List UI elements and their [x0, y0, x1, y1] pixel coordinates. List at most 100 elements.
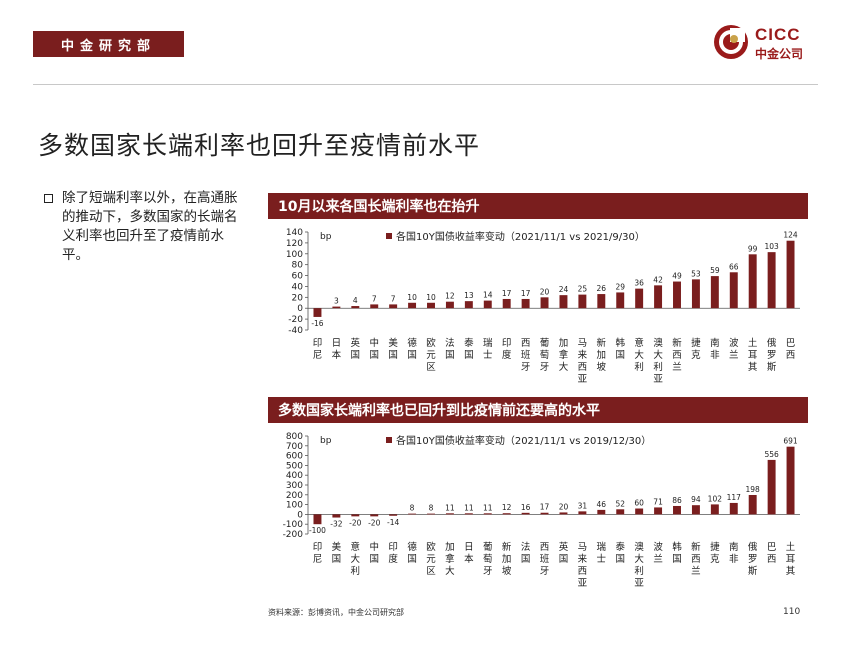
- data-label: -16: [311, 319, 323, 328]
- x-category-label: 德国: [407, 337, 417, 361]
- x-category-label: 葡萄牙: [540, 337, 550, 373]
- bar-日本: [332, 306, 341, 309]
- data-label: 8: [410, 504, 415, 513]
- x-category-label: 意大利: [351, 541, 361, 577]
- bar-俄罗斯: [767, 252, 776, 309]
- bar-波兰: [654, 507, 663, 515]
- x-category-label: 欧元区: [426, 541, 436, 577]
- x-category-label: 马来西亚: [578, 542, 588, 589]
- y-tick-label: 0: [297, 510, 303, 520]
- x-category-label: 捷克: [710, 541, 720, 565]
- checkbox-bullet-icon: [44, 194, 53, 203]
- company-logo: CICC 中金公司: [713, 24, 823, 64]
- x-category-label: 德国: [407, 541, 417, 565]
- x-category-label: 法国: [521, 541, 531, 565]
- bar-新加坡: [502, 513, 511, 515]
- x-category-label: 马来西亚: [578, 338, 588, 385]
- bar-美国: [332, 514, 341, 518]
- bar-印度: [389, 514, 398, 516]
- y-tick-label: -40: [288, 326, 303, 336]
- data-label: -100: [309, 526, 326, 535]
- data-label: 59: [710, 266, 720, 275]
- bar-西班牙: [540, 512, 549, 515]
- bar-中国: [370, 514, 379, 517]
- bar-印尼: [313, 514, 322, 525]
- data-label: -20: [349, 518, 361, 527]
- legend-swatch: [386, 437, 392, 443]
- legend-label: 各国10Y国债收益率变动（2021/11/1 vs 2019/12/30）: [396, 434, 651, 447]
- y-tick-label: 20: [292, 293, 304, 303]
- bullet-text: 除了短端利率以外，在高通胀的推动下，多数国家的长端名义利率也回升至了疫情前水平。: [62, 190, 238, 263]
- bar-土耳其: [748, 254, 757, 309]
- data-label: 4: [353, 296, 358, 305]
- bar-加拿大: [445, 513, 454, 515]
- x-category-label: 波兰: [729, 337, 739, 361]
- x-category-label: 新加坡: [502, 541, 512, 577]
- data-label: 31: [578, 501, 588, 510]
- x-category-label: 波兰: [653, 541, 663, 565]
- x-category-label: 泰国: [464, 337, 474, 361]
- data-label: 42: [653, 275, 663, 284]
- bar-德国: [408, 302, 417, 309]
- x-category-label: 英国: [351, 337, 361, 361]
- legend-label: 各国10Y国债收益率变动（2021/11/1 vs 2021/9/30）: [396, 230, 645, 243]
- data-label: 36: [634, 279, 644, 288]
- data-label: 26: [597, 284, 607, 293]
- bar-新加坡: [597, 294, 606, 309]
- bar-捷克: [691, 279, 700, 309]
- bar-马来西亚: [578, 294, 587, 309]
- data-label: 17: [540, 503, 550, 512]
- bar-英国: [559, 512, 568, 515]
- bar-葡萄牙: [483, 513, 492, 515]
- data-label: 17: [521, 289, 531, 298]
- x-category-label: 法国: [445, 337, 455, 361]
- y-tick-label: 100: [286, 501, 303, 511]
- bar-中国: [370, 304, 379, 309]
- data-label: 11: [464, 503, 474, 512]
- data-label: 71: [653, 497, 663, 506]
- y-tick-label: 80: [292, 261, 304, 271]
- x-category-label: 泰国: [615, 541, 625, 565]
- data-label: 124: [783, 231, 798, 240]
- data-label: 46: [597, 500, 607, 509]
- y-tick-label: 140: [286, 228, 303, 238]
- data-label: 11: [445, 503, 455, 512]
- logo-text-cn: 中金公司: [755, 47, 804, 61]
- y-tick-label: 800: [286, 432, 303, 442]
- logo-text-en: CICC: [755, 25, 801, 44]
- bar-瑞士: [597, 509, 606, 515]
- x-category-label: 中国: [369, 541, 379, 565]
- data-label: 25: [578, 285, 588, 294]
- bar-澳大利亚: [654, 285, 663, 309]
- data-label: 86: [672, 496, 682, 505]
- x-category-label: 葡萄牙: [483, 541, 493, 577]
- x-category-label: 西班牙: [521, 338, 531, 373]
- section-badge: 中金研究部: [33, 31, 184, 57]
- data-label: 3: [334, 297, 339, 306]
- data-label: 102: [708, 494, 723, 503]
- bar-德国: [408, 513, 417, 515]
- bar-加拿大: [559, 295, 568, 309]
- page-number: 110: [783, 607, 801, 617]
- x-category-label: 西班牙: [540, 542, 550, 577]
- bar-韩国: [616, 292, 625, 309]
- bar-西班牙: [521, 298, 530, 309]
- y-tick-label: -200: [283, 530, 304, 540]
- y-tick-label: 600: [286, 452, 303, 462]
- data-label: 20: [540, 287, 550, 296]
- x-category-label: 美国: [388, 337, 398, 361]
- bar-韩国: [673, 505, 681, 515]
- bar-意大利: [351, 514, 360, 517]
- x-category-label: 澳大利亚: [653, 337, 663, 385]
- x-category-label: 日本: [464, 542, 474, 565]
- data-label: 16: [521, 503, 531, 512]
- y-tick-label: 700: [286, 442, 303, 452]
- bar-新西兰: [691, 505, 700, 515]
- data-label: 24: [559, 285, 569, 294]
- bar-泰国: [464, 301, 473, 309]
- data-label: 117: [727, 493, 742, 502]
- x-category-label: 印尼: [313, 541, 323, 565]
- data-label: 94: [691, 495, 701, 504]
- y-tick-label: 120: [286, 239, 303, 249]
